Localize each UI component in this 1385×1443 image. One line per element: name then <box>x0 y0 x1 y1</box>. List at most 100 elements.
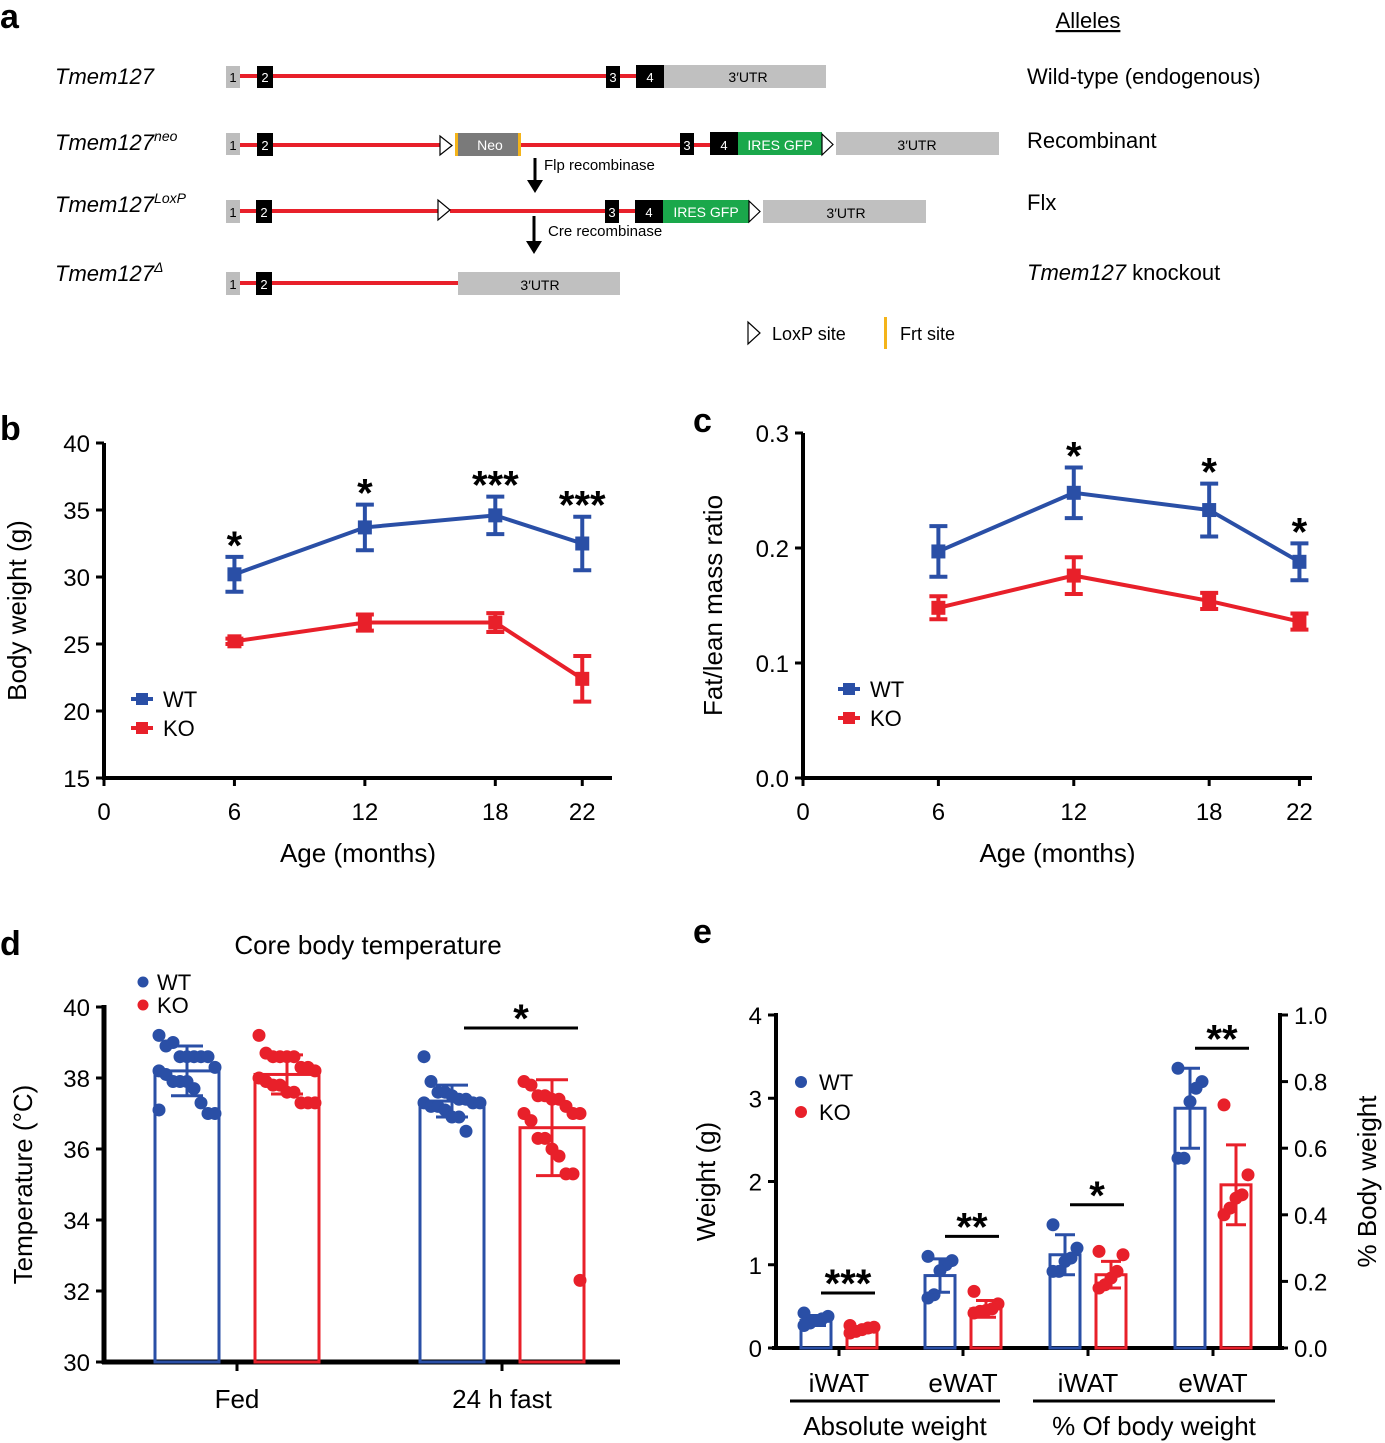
legend-label-wt: WT <box>870 677 904 702</box>
y-tick-label: 0.3 <box>756 421 789 448</box>
exon-2 <box>256 200 272 223</box>
y-axis-title-right: % Body weight <box>1352 1095 1382 1268</box>
y-tick-label-right: 0.6 <box>1294 1136 1327 1163</box>
data-point-wt <box>1202 503 1217 518</box>
cre-arrow: Cre recombinase <box>526 216 662 254</box>
significance-star: * <box>227 524 243 568</box>
data-point-wt <box>1189 1081 1203 1095</box>
y-tick-label-right: 0.4 <box>1294 1203 1327 1230</box>
y-tick-label: 20 <box>63 699 90 726</box>
ires-gfp-box <box>738 132 822 155</box>
x-tick-label: 6 <box>228 799 241 826</box>
data-point-wt <box>931 544 946 559</box>
bar-ko <box>253 1072 321 1364</box>
data-point-wt <box>424 1075 438 1089</box>
gene-name: Tmem127LoxP <box>55 190 187 217</box>
loxp-site-icon <box>748 199 761 224</box>
y-tick-label: 40 <box>63 431 90 458</box>
data-point-ko <box>573 1107 587 1120</box>
data-point-wt <box>1046 1218 1060 1232</box>
y-tick-label: 38 <box>63 1066 90 1093</box>
data-point-ko <box>1292 614 1307 629</box>
utr-box <box>836 132 999 155</box>
bar-wt <box>418 1099 486 1364</box>
panel-letter-b: b <box>0 410 21 448</box>
loxp-legend-label: LoxP site <box>772 324 846 344</box>
x-tick-label: 6 <box>932 799 945 826</box>
y-tick-label: 30 <box>63 1350 90 1377</box>
legend-label-ko: KO <box>870 706 902 731</box>
x-category-label: Fed <box>215 1384 260 1414</box>
data-point-wt <box>208 1107 222 1120</box>
legend-label-ko: KO <box>819 1100 851 1125</box>
x-category-label: eWAT <box>928 1368 997 1398</box>
panel-b-body-weight-chart: b 15 20 25 30 35 40 0 6 12 18 22 Age (months) Body we… <box>0 410 612 868</box>
data-point-wt <box>357 520 372 535</box>
data-point-ko <box>227 634 242 649</box>
data-point-wt <box>488 508 503 523</box>
allele-label: Tmem127 knockout <box>1027 260 1220 285</box>
data-point-ko <box>538 1131 552 1145</box>
data-point-ko <box>1092 1244 1106 1258</box>
panel-letter-c: c <box>693 402 712 440</box>
frt-site-icon <box>518 133 521 156</box>
data-point-ko <box>524 1078 538 1092</box>
exon-4 <box>635 200 663 223</box>
y-tick-label: 15 <box>63 766 90 793</box>
data-point-ko <box>488 615 503 630</box>
allele-row-knockout: Tmem127Δ 1 2 3′UTR Tmem127 knockout <box>55 259 1220 295</box>
flp-arrow: Flp recombinase <box>527 157 655 193</box>
loxp-site-icon <box>437 198 451 222</box>
ires-gfp-label: IRES GFP <box>747 137 812 153</box>
y-tick-label: 25 <box>63 632 90 659</box>
exon-2 <box>256 272 272 295</box>
significance-star: * <box>357 472 373 516</box>
panel-a-gene-diagram: a Alleles Tmem127 1 2 3 4 3′UTR Wild-typ… <box>0 0 1261 349</box>
y-axis-title-left: Weight (g) <box>691 1122 721 1241</box>
frt-site-icon <box>884 317 887 349</box>
data-point-wt <box>575 536 590 551</box>
y-tick-label: 0.2 <box>756 536 789 563</box>
exon-3 <box>605 200 619 223</box>
y-tick-label-left: 0 <box>749 1336 762 1363</box>
exon-3 <box>606 66 620 88</box>
exon-4 <box>636 65 664 88</box>
legend-marker-ko <box>136 722 148 734</box>
y-tick-label-right: 0.2 <box>1294 1269 1327 1296</box>
y-tick-label-right: 0.8 <box>1294 1070 1327 1097</box>
y-tick-label: 32 <box>63 1279 90 1306</box>
significance-star: ** <box>1206 1017 1238 1061</box>
exon-1 <box>226 272 240 295</box>
significance-star: *** <box>559 484 606 528</box>
neo-label: Neo <box>477 137 503 153</box>
data-point-wt <box>473 1096 487 1110</box>
data-point-ko <box>573 1273 587 1287</box>
x-tick-label: 22 <box>569 799 596 826</box>
panel-c-fat-lean-chart: c 0.0 0.1 0.2 0.3 0 6 12 18 22 Age (months) Fat/lea… <box>693 402 1313 868</box>
y-tick-label-left: 1 <box>749 1253 762 1280</box>
exon-2-label: 2 <box>261 138 268 153</box>
data-point-wt <box>459 1124 473 1138</box>
x-category-label: 24 h fast <box>452 1384 553 1414</box>
x-category-label: iWAT <box>809 1368 870 1398</box>
series-line-wt <box>233 513 583 577</box>
data-point-wt <box>797 1319 811 1333</box>
data-point-ko <box>1092 1281 1106 1295</box>
data-point-ko <box>1066 568 1081 583</box>
allele-label: Recombinant <box>1027 128 1157 153</box>
y-tick-label: 35 <box>63 498 90 525</box>
utr-label: 3′UTR <box>826 205 865 221</box>
legend-marker-ko <box>843 712 855 724</box>
legend-label-ko: KO <box>157 993 189 1018</box>
panel-letter-a: a <box>0 0 20 36</box>
legend-label-wt: WT <box>819 1070 853 1095</box>
y-tick-label: 34 <box>63 1208 90 1235</box>
y-tick-label: 40 <box>63 995 90 1022</box>
legend-marker-ko <box>137 999 149 1011</box>
data-point-wt <box>1171 1061 1185 1075</box>
y-axis-title: Fat/lean mass ratio <box>698 495 728 716</box>
y-tick-label: 0.1 <box>756 651 789 678</box>
significance-star: * <box>1292 510 1308 554</box>
ires-gfp-label: IRES GFP <box>673 204 738 220</box>
ires-gfp-box <box>663 200 749 223</box>
